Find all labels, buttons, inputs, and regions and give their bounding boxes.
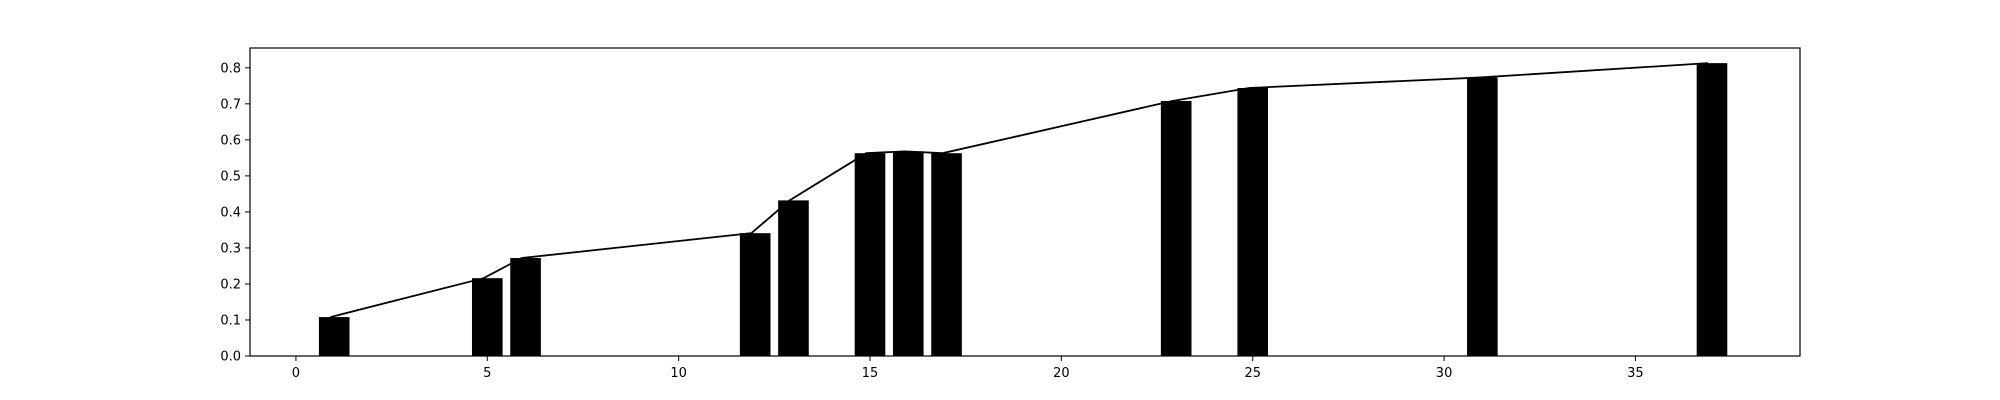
y-tick-label-3: 0.3: [220, 241, 241, 256]
bar-5: [854, 153, 886, 356]
x-tick-label-4: 20: [1053, 366, 1070, 381]
bar-9: [1237, 87, 1269, 357]
y-tick-label-6: 0.6: [220, 133, 241, 148]
x-tick-label-0: 0: [292, 366, 300, 381]
bars-layer: [318, 63, 1728, 357]
y-tick-label-5: 0.5: [220, 169, 241, 184]
bar-2: [510, 258, 541, 356]
y-tick-label-0: 0.0: [220, 350, 241, 365]
bar-1: [471, 278, 503, 356]
bar-3: [739, 233, 771, 356]
x-tick-label-2: 10: [670, 366, 687, 381]
y-tick-label-4: 0.4: [220, 205, 241, 220]
bar-10: [1467, 77, 1498, 356]
x-tick-label-3: 15: [862, 366, 879, 381]
series-line: [330, 62, 1709, 318]
y-axis: 0.0 0.1 0.2 0.3 0.4 0.5 0.6 0.7 0.8: [220, 61, 250, 365]
x-tick-label-5: 25: [1244, 366, 1261, 381]
y-tick-label-1: 0.1: [220, 313, 241, 328]
bar-8: [1160, 100, 1192, 356]
bar-6: [892, 151, 924, 356]
x-tick-label-1: 5: [483, 366, 491, 381]
bar-11: [1696, 63, 1728, 356]
y-tick-label-7: 0.7: [220, 97, 241, 112]
bar-4: [778, 200, 809, 356]
y-tick-label-2: 0.2: [220, 277, 241, 292]
x-tick-label-7: 35: [1627, 366, 1644, 381]
x-axis: 0 5 10 15 20 25 30 35: [292, 356, 1644, 381]
x-tick-label-6: 30: [1436, 366, 1453, 381]
bar-7: [931, 153, 962, 356]
plot-frame: [249, 47, 1801, 357]
line-layer: [330, 62, 1709, 318]
y-tick-label-8: 0.8: [220, 61, 241, 76]
bar-0: [318, 317, 350, 356]
